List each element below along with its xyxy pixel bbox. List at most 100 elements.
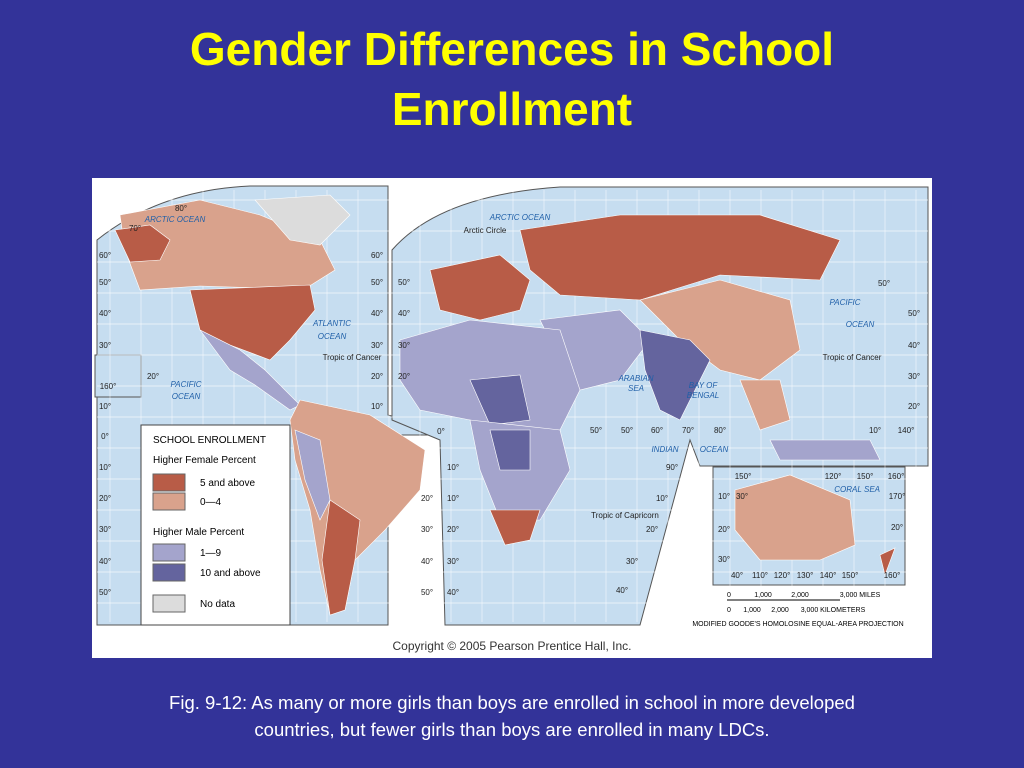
graticule-label: 110° [752, 571, 768, 580]
country-region [469, 374, 531, 426]
map [94, 185, 929, 626]
country-region [254, 194, 351, 246]
map-label: Tropic of Cancer [823, 353, 882, 362]
graticule-label: 20° [371, 372, 383, 381]
graticule-label: 120° [825, 472, 842, 481]
map-label: OCEAN [318, 332, 347, 341]
graticule-label: 40° [908, 341, 920, 350]
graticule-label: 70° [682, 426, 694, 435]
graticule-label: 10° [447, 463, 459, 472]
graticule-label: 50° [878, 279, 890, 288]
graticule-label: 30° [626, 557, 638, 566]
graticule-label: 80° [175, 204, 187, 213]
country-region [739, 379, 791, 431]
graticule-label: 10° [99, 402, 111, 411]
graticule-label: 20° [421, 494, 433, 503]
graticule-label: 40° [616, 586, 628, 595]
graticule-label: 20° [891, 523, 903, 532]
graticule-label: 20° [447, 525, 459, 534]
graticule-label: 10° [371, 402, 383, 411]
land [114, 194, 896, 616]
graticule-label: 20° [718, 525, 730, 534]
graticule-label: 0° [437, 427, 445, 436]
graticule-label: 50° [371, 278, 383, 287]
map-label: BAY OF [689, 381, 719, 390]
graticule-label: 50° [421, 588, 433, 597]
graticule-label: 130° [797, 571, 814, 580]
graticule-label: 20° [398, 372, 410, 381]
slide-title: Gender Differences in School [190, 23, 834, 75]
country-region [489, 429, 531, 471]
graticule-label: 50° [99, 588, 111, 597]
graticule-label: 30° [736, 492, 748, 501]
country-region [734, 474, 856, 561]
graticule-label: 50° [398, 278, 410, 287]
graticule-label: 50° [590, 426, 602, 435]
graticule-label: 20° [99, 494, 111, 503]
map-label: INDIAN [651, 445, 678, 454]
map-label: BENGAL [687, 391, 719, 400]
graticule-label: 40° [447, 588, 459, 597]
scale-label: 1,000 [754, 592, 772, 599]
legend-label: 0—4 [200, 497, 222, 508]
graticule-label: 10° [869, 426, 881, 435]
graticule-label: 60° [651, 426, 663, 435]
graticule-label: 170° [889, 492, 906, 501]
country-region [321, 499, 361, 616]
legend-label: 10 and above [200, 568, 261, 579]
map-label: SEA [628, 384, 644, 393]
country-region [199, 329, 301, 411]
legend-swatch [152, 563, 186, 582]
map-label: ARCTIC OCEAN [144, 215, 206, 224]
graticule-label: 150° [857, 472, 874, 481]
legend-label: No data [200, 599, 235, 610]
map-label: Arctic Circle [464, 226, 507, 235]
graticule-label: 30° [398, 341, 410, 350]
legend-label: 1—9 [200, 548, 222, 559]
graticule-label: 30° [421, 525, 433, 534]
graticule-label: 160° [888, 472, 905, 481]
country-region [189, 284, 316, 361]
legend: SCHOOL ENROLLMENT Higher Female Percent 5 … [140, 424, 291, 626]
scale-label: 0 [727, 592, 731, 599]
graticule-label: 20° [908, 402, 920, 411]
graticule-label: 160° [884, 571, 901, 580]
map-label: ATLANTIC [312, 319, 351, 328]
graticule-label: 90° [666, 463, 678, 472]
map-label: PACIFIC [171, 380, 202, 389]
graticule-label: 40° [421, 557, 433, 566]
legend-title: SCHOOL ENROLLMENT [153, 435, 266, 446]
graticule-label: 150° [735, 472, 752, 481]
country-region [294, 429, 331, 521]
graticule-label: 10° [656, 494, 668, 503]
map-label: PACIFIC [830, 298, 861, 307]
country-region [519, 214, 841, 301]
graticule-label: 20° [147, 372, 159, 381]
legend-box [140, 424, 291, 626]
scale-label: 2,000 [791, 592, 809, 599]
graticule-label: 30° [447, 557, 459, 566]
copyright: Copyright © 2005 Pearson Prentice Hall, … [393, 639, 632, 653]
graticule-label: 30° [99, 525, 111, 534]
graticule-label: 40° [99, 309, 111, 318]
country-region [114, 224, 171, 263]
map-label: Tropic of Cancer [323, 353, 382, 362]
graticule-label: 160° [100, 382, 117, 391]
legend-swatch [152, 594, 186, 613]
graticule-label: 60° [99, 251, 111, 260]
scale-label: 3,000 MILES [840, 592, 881, 599]
legend-swatch [152, 543, 186, 562]
graticule-label: 50° [621, 426, 633, 435]
caption: countries, but fewer girls than boys are… [254, 719, 769, 740]
legend-swatch [152, 473, 186, 492]
country-region [489, 509, 541, 546]
graticule-label: 10° [447, 494, 459, 503]
graticule-label: 60° [371, 251, 383, 260]
scale-bar: 0 1,000 2,000 3,000 MILES 0 1,000 2,000 3,000 K… [692, 592, 903, 628]
graticule-label: 80° [714, 426, 726, 435]
graticule-label: 40° [371, 309, 383, 318]
legend-swatch [152, 492, 186, 511]
graticule-label: 30° [99, 341, 111, 350]
graticule-label: 70° [129, 224, 141, 233]
